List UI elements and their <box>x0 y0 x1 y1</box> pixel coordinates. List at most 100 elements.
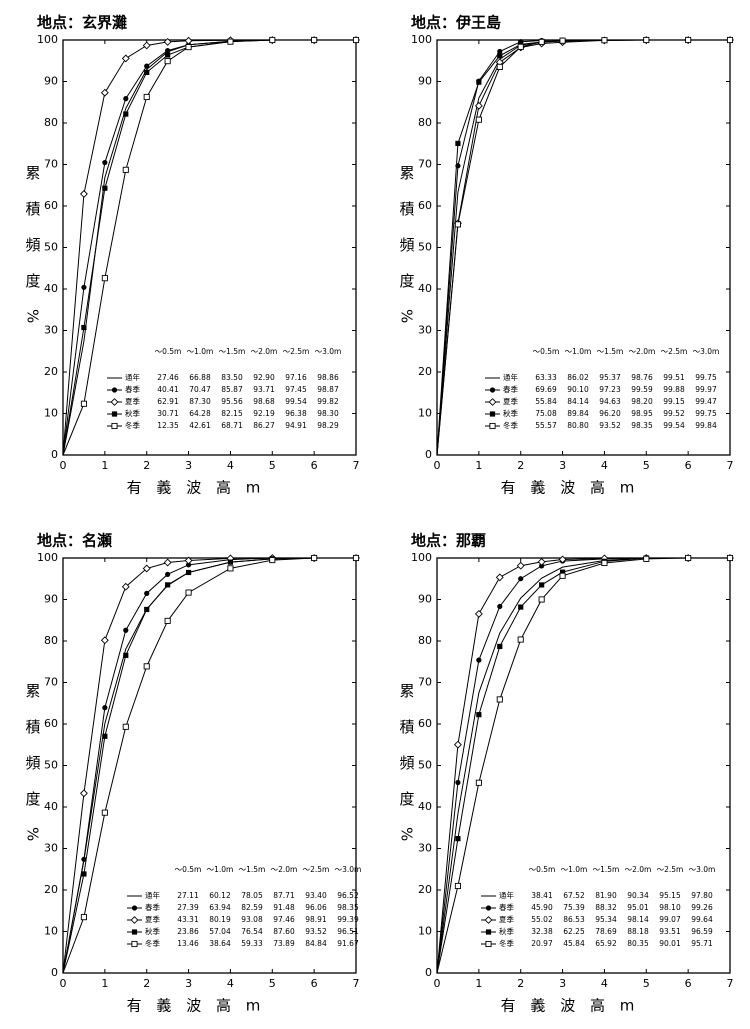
marker <box>726 554 734 562</box>
marker <box>102 185 108 191</box>
y-tick-label: 0 <box>51 966 58 979</box>
table-header: ～2.5m <box>283 347 310 356</box>
y-tick-label: 40 <box>418 800 432 813</box>
x-tick-label: 0 <box>434 459 441 472</box>
marker <box>516 561 525 570</box>
marker <box>164 617 171 624</box>
table-value: 98.87 <box>317 385 339 394</box>
x-tick-label: 1 <box>475 459 482 472</box>
marker <box>185 589 192 596</box>
table-value: 99.39 <box>337 915 359 924</box>
y-tick-label: 60 <box>44 199 58 212</box>
table-value: 92.19 <box>253 409 275 418</box>
x-axis-label: 有 義 波 高 m <box>127 997 266 1015</box>
y-tick-label: 40 <box>44 800 58 813</box>
marker <box>81 871 87 877</box>
x-tick-label: 7 <box>353 977 360 990</box>
marker <box>497 603 503 610</box>
marker <box>165 582 171 588</box>
x-tick-label: 1 <box>101 977 108 990</box>
marker <box>269 557 276 564</box>
table-value: 45.90 <box>531 903 553 912</box>
table-value: 93.08 <box>241 915 263 924</box>
x-tick-label: 4 <box>601 977 608 990</box>
marker <box>453 740 462 749</box>
x-tick-label: 2 <box>517 459 524 472</box>
marker <box>496 696 503 703</box>
table-value: 90.10 <box>567 385 589 394</box>
legend-label: 通年 <box>145 890 160 900</box>
legend-label: 春季 <box>499 902 514 912</box>
table-value: 90.34 <box>627 891 649 900</box>
y-tick-label: 50 <box>418 241 432 254</box>
table-value: 99.07 <box>659 915 681 924</box>
legend-marker <box>489 411 496 417</box>
marker <box>184 36 193 45</box>
y-tick-label: 20 <box>44 365 58 378</box>
y-tick-label: 10 <box>44 925 58 938</box>
table-value: 64.28 <box>189 409 211 418</box>
table-value: 30.71 <box>157 409 179 418</box>
marker <box>269 36 276 44</box>
table-header: ～1.5m <box>239 865 266 874</box>
marker <box>539 582 545 588</box>
legend-marker <box>131 929 138 935</box>
table-value: 80.35 <box>627 939 649 948</box>
table-value: 62.91 <box>157 397 179 406</box>
marker <box>476 712 482 718</box>
table-value: 45.84 <box>563 939 585 948</box>
legend-label: 通年 <box>125 372 140 382</box>
table-header: ～2.5m <box>657 865 684 874</box>
legend-label: 通年 <box>499 890 514 900</box>
legend-label: 秋季 <box>145 926 160 936</box>
marker <box>518 576 524 582</box>
legend-label: 夏季 <box>499 914 514 924</box>
table-value: 87.71 <box>273 891 295 900</box>
marker <box>165 52 171 58</box>
marker <box>352 554 360 562</box>
table-value: 82.15 <box>221 409 243 418</box>
table-value: 97.45 <box>285 385 307 394</box>
table-value: 38.64 <box>209 939 231 948</box>
x-tick-label: 5 <box>643 459 650 472</box>
table-header: ～1.0m <box>207 865 234 874</box>
marker <box>685 36 692 44</box>
y-axis-label: 累積頻度% <box>398 683 416 862</box>
marker <box>495 573 504 582</box>
table-value: 98.20 <box>631 397 653 406</box>
x-tick-label: 3 <box>559 977 566 990</box>
y-tick-label: 50 <box>44 241 58 254</box>
y-tick-label: 20 <box>44 883 58 896</box>
y-tick-label: 30 <box>44 324 58 337</box>
table-value: 91.67 <box>337 939 359 948</box>
marker <box>122 723 129 730</box>
table-value: 93.52 <box>599 421 621 430</box>
table-value: 27.11 <box>177 891 199 900</box>
x-tick-label: 2 <box>143 977 150 990</box>
chart-title: 地点：伊王島 <box>411 14 501 32</box>
marker <box>475 779 482 786</box>
table-header: ～2.0m <box>271 865 298 874</box>
x-tick-label: 7 <box>727 459 734 472</box>
y-tick-label: 70 <box>418 676 432 689</box>
table-value: 99.54 <box>663 421 685 430</box>
table-value: 78.05 <box>241 891 263 900</box>
table-value: 91.48 <box>273 903 295 912</box>
y-tick-label: 70 <box>418 158 432 171</box>
legend-marker <box>489 387 496 393</box>
table-value: 20.97 <box>531 939 553 948</box>
table-value: 98.14 <box>627 915 649 924</box>
marker <box>518 604 524 610</box>
table-value: 84.14 <box>567 397 589 406</box>
table-value: 23.86 <box>177 927 199 936</box>
marker <box>474 609 483 618</box>
table-value: 99.52 <box>663 409 685 418</box>
x-tick-label: 7 <box>727 977 734 990</box>
table-value: 86.27 <box>253 421 275 430</box>
table-value: 83.50 <box>221 373 243 382</box>
table-value: 90.01 <box>659 939 681 948</box>
legend-marker <box>485 940 492 948</box>
marker <box>123 627 129 633</box>
marker <box>559 569 566 575</box>
table-value: 82.59 <box>241 903 263 912</box>
